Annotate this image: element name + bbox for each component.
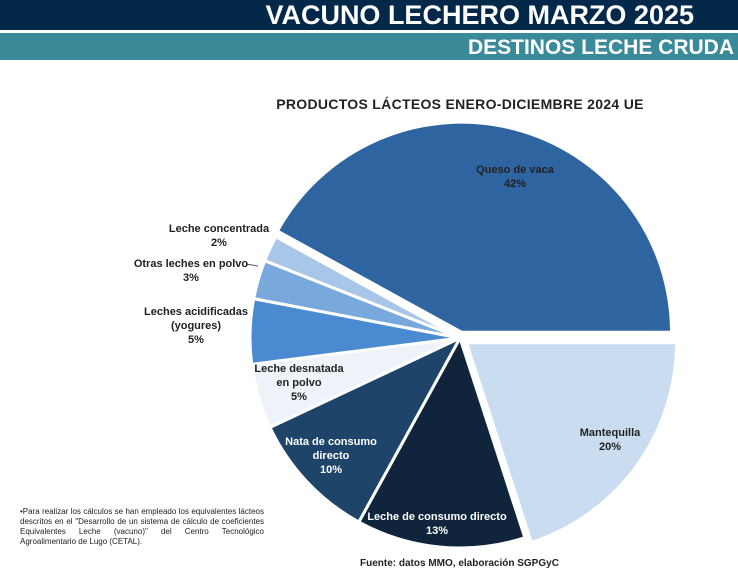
source-note: Fuente: datos MMO, elaboración SGPGyC xyxy=(360,558,559,569)
label-desnatada: Leche desnatada en polvo 5% xyxy=(254,363,344,403)
label-concentrada: Leche concentrada 2% xyxy=(168,223,270,249)
label-otras: Otras leches en polvo 3% xyxy=(133,258,249,284)
pie-slice-queso-de-vaca xyxy=(275,120,673,334)
label-acidificadas: Leches acidificadas (yogures) 5% xyxy=(144,306,248,346)
label-nata: Nata de consumo directo 10% xyxy=(285,436,377,476)
footnote: •Para realizar los cálculos se han emple… xyxy=(20,507,264,546)
report-title: VACUNO LECHERO MARZO 2025 xyxy=(0,0,738,30)
leader-line xyxy=(245,263,259,267)
label-queso: Queso de vaca 42% xyxy=(476,164,554,190)
label-leche-consumo: Leche de consumo directo 13% xyxy=(367,511,507,537)
pie-slice-mantequilla xyxy=(464,341,678,545)
pie-slice-leche-de-consumo-directo xyxy=(356,334,527,550)
section-title: DESTINOS LECHE CRUDA xyxy=(0,33,738,60)
chart-title: PRODUCTOS LÁCTEOS ENERO-DICIEMBRE 2024 U… xyxy=(276,96,644,112)
pie-slice-leche-concentrada xyxy=(262,234,461,340)
pie-slice-nata-de-consumo-directo xyxy=(267,334,464,525)
label-mantequilla: Mantequilla 20% xyxy=(579,427,641,453)
